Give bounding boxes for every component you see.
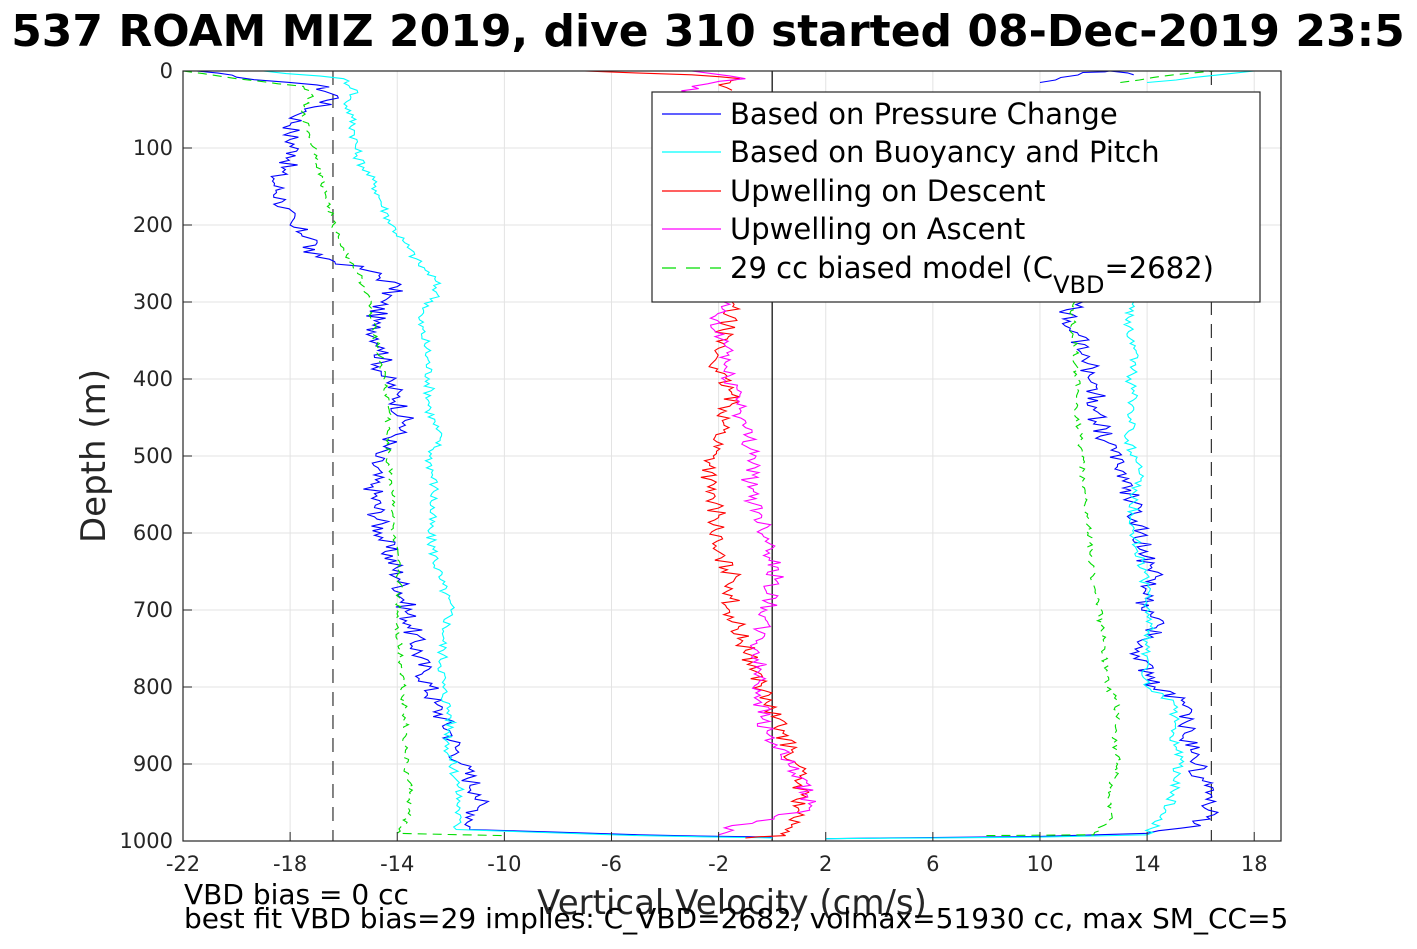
x-tick-label: -6 (601, 852, 622, 876)
legend-label-biased-model: 29 cc biased model (CVBD=2682) (730, 251, 1214, 299)
legend-model-prefix: 29 cc biased model (C (730, 251, 1053, 285)
legend-label-buoyancy: Based on Buoyancy and Pitch (730, 135, 1160, 169)
x-tick-label: -18 (273, 852, 307, 876)
y-tick-label: 700 (133, 598, 173, 622)
legend-label-upwelling-ascent: Upwelling on Ascent (730, 212, 1025, 246)
y-tick-label: 800 (133, 675, 173, 699)
x-tick-label: 14 (1134, 852, 1161, 876)
series-line-based-on-pressure-change-ascent (825, 301, 1220, 840)
y-tick-label: 500 (133, 444, 173, 468)
y-tick-label: 600 (133, 521, 173, 545)
series-line-based-on-pressure-change-ascent-top (1039, 70, 1134, 84)
x-tick-label: -2 (708, 852, 729, 876)
y-tick-label: 300 (133, 290, 173, 314)
plot-series (182, 70, 1255, 840)
legend: Based on Pressure Change Based on Buoyan… (651, 91, 1261, 303)
x-tick-label: 18 (1241, 852, 1268, 876)
y-tick-label: 100 (133, 136, 173, 160)
x-tick-label: 2 (819, 852, 832, 876)
series-line-upwelling-on-ascent-main (708, 301, 817, 836)
legend-model-suffix: =2682) (1105, 251, 1214, 285)
footer-best-fit: best fit VBD bias=29 implies: C_VBD=2682… (184, 902, 1288, 935)
x-tick-label: -14 (380, 852, 414, 876)
y-axis-label: Depth (m) (74, 369, 114, 543)
chart-title: 537 ROAM MIZ 2019, dive 310 started 08-D… (11, 6, 1405, 57)
x-tick-label: -10 (487, 852, 521, 876)
y-tick-label: 1000 (120, 829, 173, 853)
y-tick-label: 0 (160, 59, 173, 83)
series-line-based-on-buoyancy-and-pitch-ascent-top (1147, 70, 1255, 84)
x-axis-label: Vertical Velocity (cm/s) (537, 883, 927, 923)
x-axis-ticks: -22 -18 -14 -10 -6 -2 2 6 10 14 18 (166, 832, 1268, 876)
legend-label-pressure: Based on Pressure Change (730, 97, 1118, 131)
series-line-29-cc-biased-model-c-vbd-2682-ascent (986, 301, 1121, 837)
y-tick-label: 200 (133, 213, 173, 237)
series-line-based-on-buoyancy-and-pitch-descent (263, 70, 773, 839)
legend-box (651, 91, 1261, 303)
y-axis-ticks: 0 100 200 300 400 500 600 700 800 900 1000 (120, 59, 192, 853)
y-tick-label: 900 (133, 752, 173, 776)
series-line-based-on-pressure-change-descent (196, 70, 773, 838)
series-line-upwelling-on-descent-main (700, 301, 810, 839)
series-line-29-cc-biased-model-c-vbd-2682-ascent-top (1120, 70, 1215, 84)
y-tick-label: 400 (133, 367, 173, 391)
x-tick-label: 6 (926, 852, 939, 876)
x-tick-label: 10 (1027, 852, 1054, 876)
footer-vbd-bias: VBD bias = 0 cc (184, 878, 409, 911)
series-line-based-on-buoyancy-and-pitch-ascent (825, 301, 1185, 840)
legend-model-subscript: VBD (1053, 271, 1104, 299)
x-tick-label: -22 (166, 852, 200, 876)
legend-label-upwelling-descent: Upwelling on Descent (730, 174, 1046, 208)
